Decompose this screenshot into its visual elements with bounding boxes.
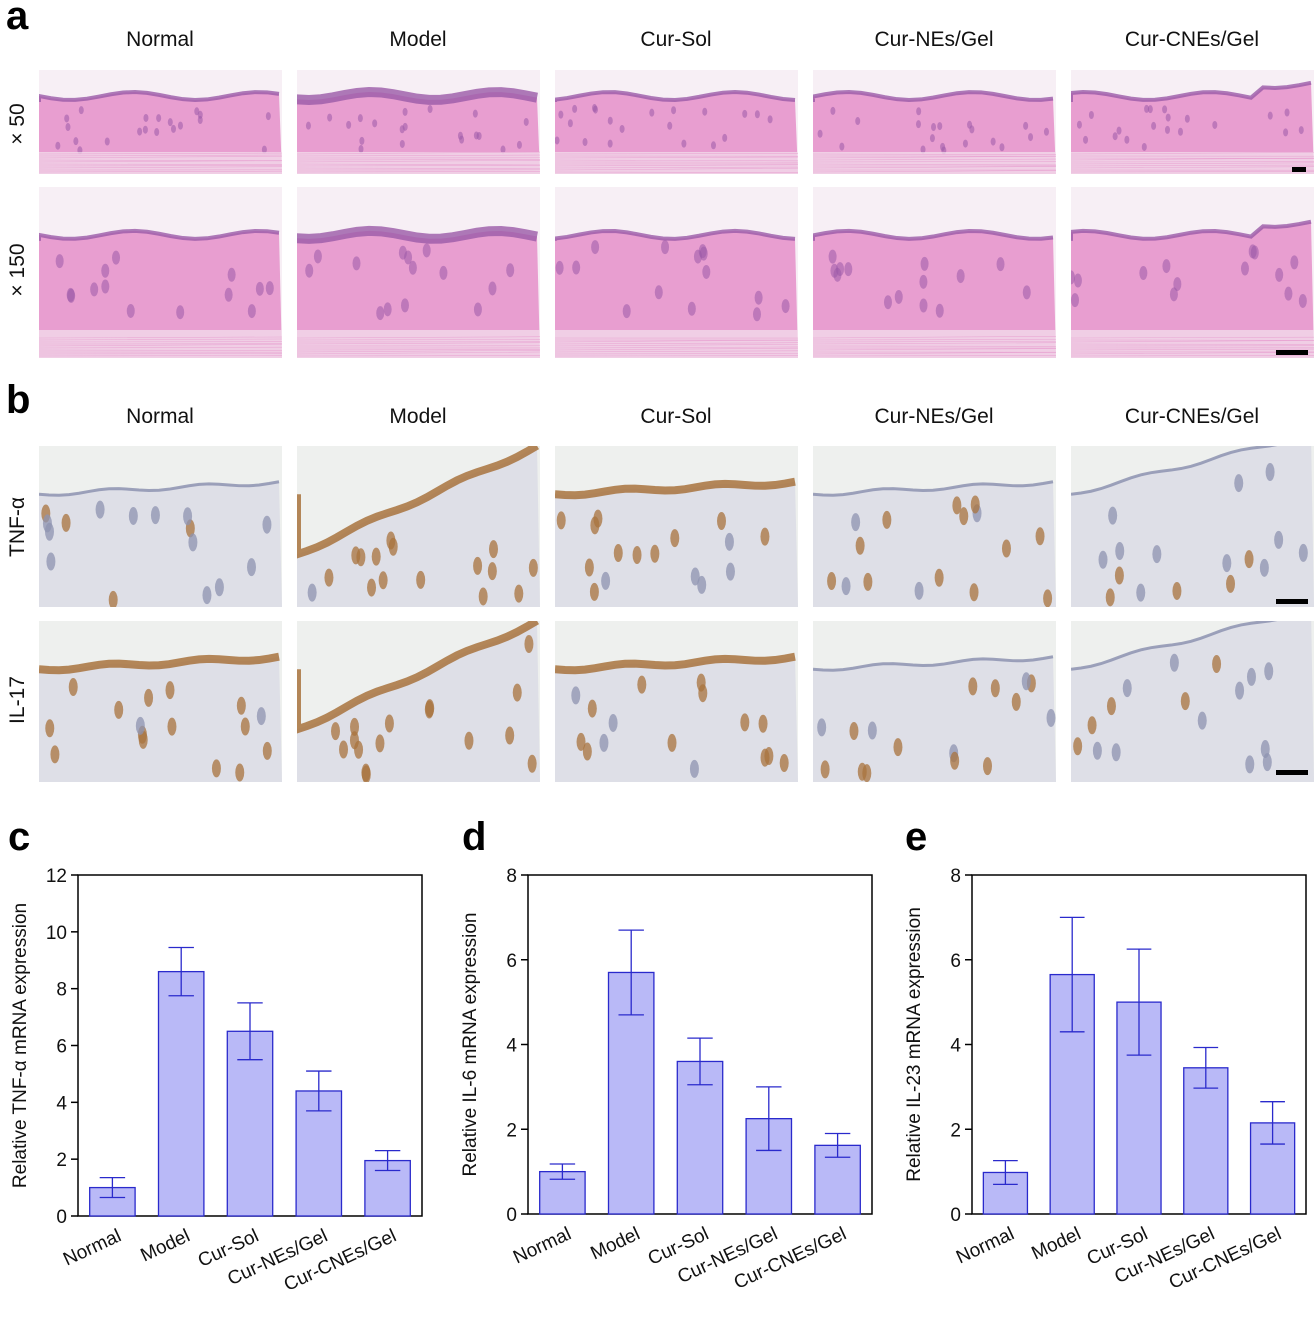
he-col-label-4: Cur-CNEs/Gel	[1070, 28, 1314, 52]
y-tick-label: 0	[950, 1205, 961, 1226]
chart-tnf-alpha: 0 2 4 6 8 10 12 Relative TNF-α mRNA expression N…	[0, 850, 440, 1314]
he-image	[39, 187, 282, 358]
x-tick-label-1: Model	[588, 1223, 644, 1264]
row-label-tnf: TNF-α	[6, 467, 30, 587]
x-tick-label-1: Model	[138, 1225, 194, 1266]
y-tick-label: 12	[46, 866, 67, 887]
ihc-col-label-4: Cur-CNEs/Gel	[1070, 405, 1314, 429]
row-label-il17: IL-17	[6, 640, 30, 760]
ihc-image	[297, 621, 540, 782]
y-axis-label: Relative IL-6 mRNA expression	[460, 913, 481, 1177]
y-tick-label: 10	[46, 923, 67, 944]
ihc-image	[813, 446, 1056, 607]
he-image	[555, 70, 798, 174]
he-col-label-0: Normal	[38, 28, 282, 52]
he-image	[813, 70, 1056, 174]
y-tick-label: 2	[506, 1120, 517, 1141]
ihc-col-label-1: Model	[296, 405, 540, 429]
scale-bar-a1	[1292, 167, 1306, 172]
x-tick-label-0: Normal	[60, 1225, 124, 1270]
scale-bar-b1	[1276, 599, 1308, 604]
y-tick-label: 8	[506, 866, 517, 887]
ihc-image	[39, 446, 282, 607]
he-image	[1071, 70, 1314, 174]
scale-bar-b2	[1276, 770, 1308, 775]
he-image	[813, 187, 1056, 358]
he-image	[297, 187, 540, 358]
ihc-image	[39, 621, 282, 782]
y-tick-label: 6	[506, 951, 517, 972]
chart-il23: 0 2 4 6 8 Relative IL-23 mRNA expression Norma…	[892, 850, 1316, 1314]
ihc-col-label-3: Cur-NEs/Gel	[812, 405, 1056, 429]
scale-bar-a2	[1276, 350, 1308, 355]
ihc-image	[813, 621, 1056, 782]
he-col-label-3: Cur-NEs/Gel	[812, 28, 1056, 52]
x-tick-label-1: Model	[1029, 1223, 1085, 1264]
y-tick-label: 4	[950, 1036, 961, 1057]
y-axis-label: Relative IL-23 mRNA expression	[904, 907, 925, 1182]
x-tick-label-0: Normal	[510, 1223, 574, 1268]
ihc-image	[1071, 621, 1314, 782]
y-tick-label: 6	[950, 951, 961, 972]
y-tick-label: 4	[56, 1093, 67, 1114]
ihc-image	[555, 621, 798, 782]
bar-3	[1184, 1068, 1228, 1214]
y-tick-label: 8	[950, 866, 961, 887]
panel-letter-a: a	[6, 0, 28, 39]
row-label-x150: × 150	[6, 210, 30, 330]
he-image	[1071, 187, 1314, 358]
panel-letter-b: b	[6, 378, 30, 423]
y-tick-label: 0	[56, 1207, 67, 1228]
y-axis-label: Relative TNF-α mRNA expression	[10, 903, 31, 1188]
he-image	[297, 70, 540, 174]
ihc-image	[555, 446, 798, 607]
x-tick-label-0: Normal	[953, 1223, 1017, 1268]
y-tick-label: 6	[56, 1037, 67, 1058]
chart-il6: 0 2 4 6 8 Relative IL-6 mRNA expression Normal…	[448, 850, 888, 1314]
y-tick-label: 2	[950, 1120, 961, 1141]
y-tick-label: 2	[56, 1150, 67, 1171]
he-image	[39, 70, 282, 174]
he-image	[555, 187, 798, 358]
he-col-label-2: Cur-Sol	[554, 28, 798, 52]
he-col-label-1: Model	[296, 28, 540, 52]
ihc-image	[1071, 446, 1314, 607]
ihc-col-label-0: Normal	[38, 405, 282, 429]
bar-1	[158, 972, 203, 1216]
y-tick-label: 8	[56, 980, 67, 1001]
ihc-col-label-2: Cur-Sol	[554, 405, 798, 429]
y-tick-label: 4	[506, 1036, 517, 1057]
row-label-x50: × 50	[6, 64, 30, 184]
x-tick-label-4: Cur-CNEs/Gel	[1166, 1223, 1285, 1293]
ihc-image	[297, 446, 540, 607]
y-tick-label: 0	[506, 1205, 517, 1226]
